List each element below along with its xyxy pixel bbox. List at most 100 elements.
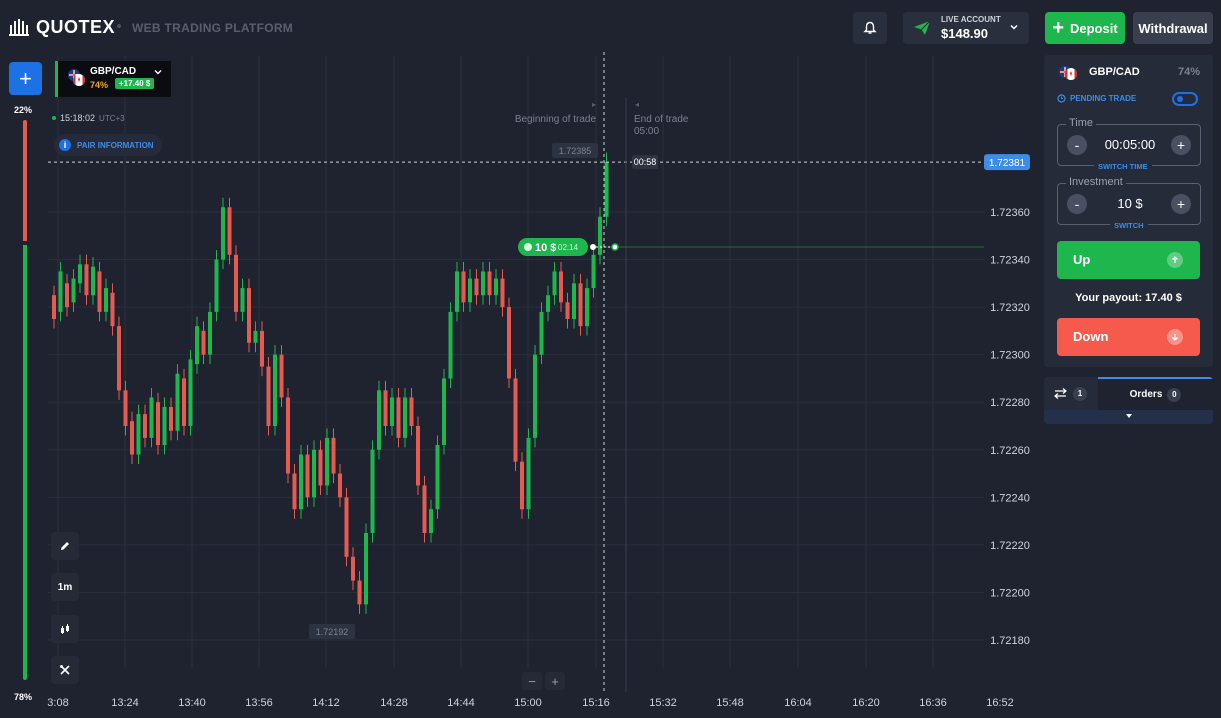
- candle-body: [312, 449, 316, 498]
- candle-body: [78, 264, 82, 284]
- countdown-label: 00:58: [634, 157, 657, 167]
- candle-body: [546, 295, 550, 312]
- asset-selector[interactable]: GBP/CAD 74% +17.40 $: [55, 61, 171, 97]
- candle-body: [591, 254, 596, 289]
- pencil-icon: [61, 542, 69, 550]
- candle-body: [162, 406, 167, 446]
- sentiment-bar: [23, 120, 27, 680]
- trade-time-label: 02:14: [558, 243, 579, 252]
- pair-information-label: PAIR INFORMATION: [77, 140, 154, 150]
- candle-body: [442, 378, 446, 446]
- trades-orders-tabs: 1 Orders 0: [1044, 377, 1213, 424]
- chevron-down-icon: [1010, 24, 1018, 30]
- gbp-cad-flag-icon: [1059, 66, 1078, 80]
- investment-field[interactable]: Investment - 10 $ + SWITCH: [1057, 176, 1201, 230]
- candle-body: [305, 454, 310, 498]
- chart-type-button[interactable]: [51, 615, 79, 643]
- orders-label: Orders: [1129, 389, 1163, 400]
- candle-body: [338, 473, 342, 498]
- time-increase-button[interactable]: +: [1171, 135, 1191, 155]
- trade-marker-badge: [518, 238, 588, 256]
- time-axis-label: 16:04: [784, 697, 812, 709]
- withdrawal-button[interactable]: Withdrawal: [1133, 12, 1213, 44]
- plus-icon: +: [551, 673, 559, 689]
- beginning-of-trade-label: Beginning of trade: [515, 114, 597, 125]
- price-axis-label: 1.72260: [990, 445, 1030, 457]
- low-price-box: [309, 624, 355, 639]
- candle-body: [188, 359, 193, 426]
- end-of-trade-time: 05:00: [634, 126, 659, 137]
- pending-trade-toggle[interactable]: [1172, 92, 1198, 106]
- trade-current-point: [611, 243, 619, 251]
- up-button[interactable]: Up: [1057, 241, 1200, 279]
- switch-investment-button[interactable]: SWITCH: [1110, 221, 1148, 230]
- orders-count-badge: 0: [1167, 387, 1182, 402]
- price-axis-label: 1.72280: [990, 397, 1030, 409]
- pair-information-button[interactable]: i PAIR INFORMATION: [54, 134, 162, 156]
- candle-body: [234, 254, 238, 312]
- candle-body: [507, 307, 511, 379]
- pending-trade-label-row: PENDING TRADE: [1057, 94, 1136, 103]
- pending-trade-label: PENDING TRADE: [1070, 94, 1137, 103]
- candle-body: [195, 326, 199, 365]
- candle-body: [351, 556, 355, 581]
- down-label: Down: [1073, 329, 1109, 344]
- timeframe-button[interactable]: 1m: [51, 573, 79, 601]
- candle-body: [403, 397, 407, 438]
- investment-increase-button[interactable]: +: [1171, 194, 1191, 214]
- candle-body: [117, 326, 121, 391]
- candle-body: [455, 271, 459, 312]
- candle-body: [58, 271, 63, 312]
- candle-body: [539, 311, 544, 355]
- price-axis-label: 1.72300: [990, 350, 1030, 362]
- deposit-button[interactable]: + Deposit: [1045, 12, 1125, 44]
- price-chart[interactable]: 3:08 13:24 13:40 13:56 14:12 14:28 14:44 15:00 1…: [0, 0, 1040, 718]
- tab-orders[interactable]: Orders 0: [1098, 377, 1213, 410]
- zoom-in-button[interactable]: +: [545, 672, 565, 690]
- sentiment-down-pct: 22%: [14, 105, 33, 115]
- trades-count-badge: 1: [1073, 386, 1087, 401]
- investment-value: 10 $: [1117, 196, 1143, 211]
- investment-decrease-button[interactable]: -: [1067, 194, 1087, 214]
- candle-body: [598, 216, 602, 255]
- time-axis-label: 15:48: [716, 697, 744, 709]
- down-button[interactable]: Down: [1057, 318, 1200, 356]
- time-field[interactable]: Time - 00:05:00 + SWITCH TIME: [1057, 117, 1201, 171]
- investment-label: Investment: [1066, 176, 1126, 188]
- candle-body: [318, 449, 323, 486]
- candle-body: [526, 437, 531, 510]
- tools-icon: [60, 665, 70, 675]
- trade-entry-point: [590, 244, 596, 250]
- switch-time-button[interactable]: SWITCH TIME: [1094, 162, 1152, 171]
- clock-timezone: UTC+3: [99, 113, 125, 123]
- time-value: 00:05:00: [1104, 137, 1156, 152]
- candle-body: [331, 437, 336, 474]
- candle-body: [279, 354, 284, 398]
- add-chart-button[interactable]: +: [9, 62, 42, 95]
- time-decrease-button[interactable]: -: [1067, 135, 1087, 155]
- header-separator: [117, 24, 121, 28]
- payout-text: Your payout: 17.40 $: [1075, 292, 1182, 304]
- indicators-button[interactable]: [51, 656, 79, 684]
- tab-trades[interactable]: 1: [1044, 377, 1098, 410]
- candle-body: [286, 397, 290, 474]
- candle-body: [104, 288, 108, 312]
- sentiment-up-pct: 78%: [14, 692, 33, 702]
- candle-body: [364, 533, 368, 605]
- up-label: Up: [1073, 252, 1091, 267]
- candle-body: [487, 271, 492, 296]
- gbp-cad-flag-icon: [68, 69, 86, 86]
- account-selector[interactable]: LIVE ACCOUNT $148.90: [903, 12, 1029, 44]
- candle-body: [136, 414, 141, 455]
- high-price-label: 1.72385: [559, 146, 592, 156]
- candle-body: [500, 278, 505, 308]
- price-axis-label: 1.72220: [990, 540, 1030, 552]
- caret-down-icon: [1126, 414, 1132, 418]
- notifications-button[interactable]: [853, 12, 887, 44]
- clock-time: 15:18:02: [60, 113, 96, 123]
- zoom-out-button[interactable]: −: [522, 672, 542, 690]
- time-axis-label: 15:16: [582, 697, 610, 709]
- draw-tool-button[interactable]: [51, 532, 79, 560]
- asset-profit-badge: +17.40 $: [115, 78, 155, 89]
- logo[interactable]: QUOTEX: [8, 16, 115, 38]
